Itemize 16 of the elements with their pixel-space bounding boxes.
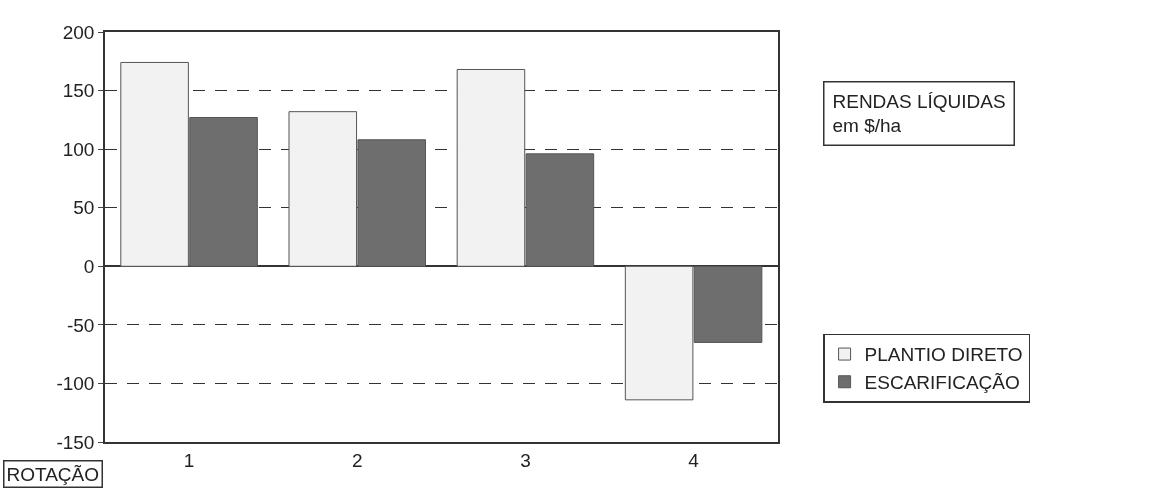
y-tick-label: 0 <box>83 255 95 277</box>
x-tick-label: 3 <box>520 449 531 471</box>
y-tick-label: 50 <box>73 197 95 219</box>
y-tick-label: 150 <box>62 80 95 102</box>
x-tick-label: 1 <box>183 449 195 471</box>
y-tick-label: 200 <box>62 21 95 43</box>
y-tick-label: -50 <box>66 314 95 336</box>
legend-label: ESCARIFICAÇÃO <box>864 372 1020 394</box>
x-tick-label: 4 <box>688 449 700 471</box>
x-axis-title: ROTAÇÃO <box>6 463 100 485</box>
y-tick-label: -100 <box>56 373 95 395</box>
y-tick-label: -150 <box>56 431 95 453</box>
text: RENDAS LÍQUIDAS em $/ha <box>832 90 1006 137</box>
y-tick-label: 100 <box>62 138 95 160</box>
legend-label: PLANTIO DIRETO <box>864 344 1023 366</box>
x-tick-label: 2 <box>351 449 363 471</box>
